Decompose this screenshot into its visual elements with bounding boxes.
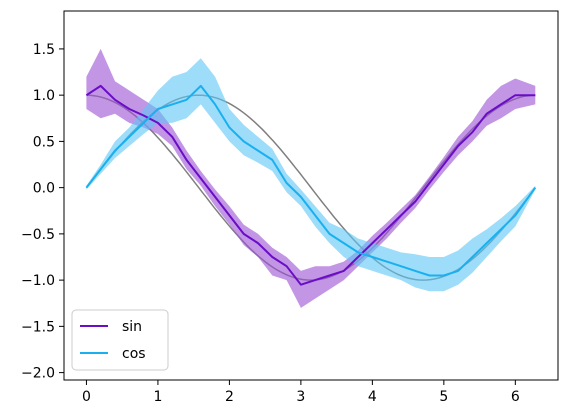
- plot-frame: [63, 10, 559, 381]
- x-axis-ticks: 0 1 2 3 4 5 6: [82, 380, 520, 405]
- legend-box: [71, 309, 169, 371]
- x-tick-label: 2: [225, 389, 234, 405]
- line-sin: [85, 84, 536, 286]
- legend-label-cos: cos: [122, 346, 146, 362]
- legend-label-sin: sin: [122, 319, 142, 335]
- x-tick-label: 4: [368, 389, 377, 405]
- y-tick-label: −1.5: [21, 319, 55, 335]
- legend: sin cos: [71, 309, 169, 371]
- y-tick-label: −1.0: [21, 273, 55, 289]
- y-tick-label: 1.5: [33, 42, 55, 58]
- x-tick-label: 0: [82, 389, 91, 405]
- y-tick-label: 1.0: [33, 88, 55, 104]
- x-tick-label: 3: [296, 389, 305, 405]
- x-tick-label: 6: [511, 389, 520, 405]
- x-tick-label: 1: [153, 389, 162, 405]
- y-tick-label: −2.0: [21, 366, 55, 382]
- y-tick-label: 0.0: [33, 181, 55, 197]
- y-axis-ticks: −2.0 −1.5 −1.0 −0.5 0.0 0.5 1.0 1.5: [21, 42, 64, 382]
- series-lines: [85, 84, 537, 286]
- x-tick-label: 5: [439, 389, 448, 405]
- line-cos: [85, 84, 537, 277]
- y-tick-label: 0.5: [33, 134, 55, 150]
- y-tick-label: −0.5: [21, 227, 55, 243]
